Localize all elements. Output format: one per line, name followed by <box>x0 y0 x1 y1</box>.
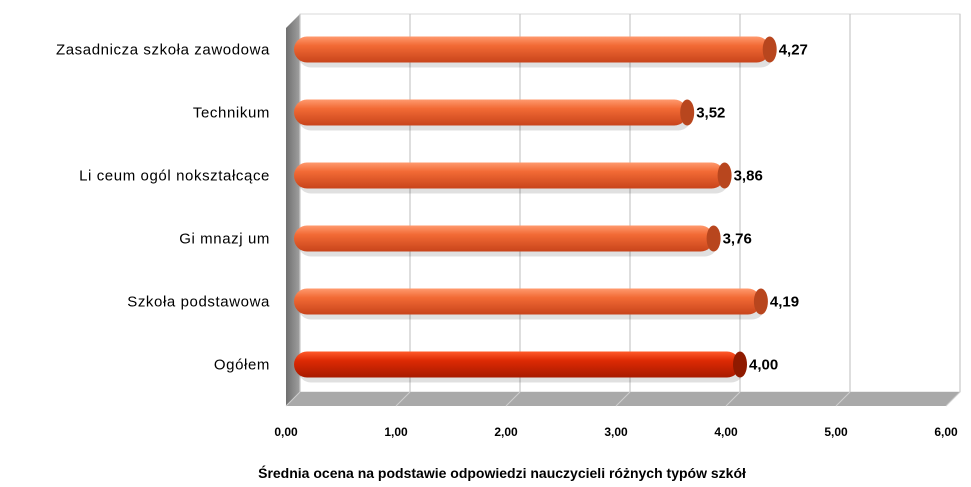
x-tick-label: 5,00 <box>824 425 848 439</box>
bar-body <box>294 225 714 252</box>
category-label: Technikum <box>193 105 270 122</box>
plot-frame <box>286 13 961 406</box>
data-label: 3,52 <box>696 105 725 122</box>
bar <box>294 99 695 131</box>
floor-gridline <box>615 391 631 407</box>
data-label: 4,19 <box>770 294 799 311</box>
x-axis-tick-labels: 0,00 1,00 2,00 3,00 4,00 5,00 6,00 <box>274 425 958 439</box>
bar-body <box>294 36 770 63</box>
x-tick-label: 2,00 <box>494 425 518 439</box>
bar-end-cap <box>706 225 721 252</box>
category-label: Zasadnicza szkoła zawodowa <box>56 42 270 59</box>
bar-body <box>294 288 761 315</box>
bar-end-cap <box>733 351 747 378</box>
data-label: 4,27 <box>779 42 808 59</box>
bar <box>294 162 732 194</box>
x-tick-label: 0,00 <box>274 425 298 439</box>
floor-gridline <box>725 391 741 407</box>
category-label: Ogółem <box>214 357 270 374</box>
floor-gridline <box>945 391 961 407</box>
side-wall <box>286 14 300 406</box>
category-labels: Zasadnicza szkoła zawodowa Technikum Li ce… <box>56 42 270 374</box>
x-tick-label: 6,00 <box>934 425 958 439</box>
x-axis-title: Średnia ocena na podstawie odpowiedzi na… <box>258 464 746 481</box>
bar-body <box>294 99 688 126</box>
bar <box>294 351 747 383</box>
value-labels: 4,27 3,52 3,86 3,76 4,19 4,00 <box>696 42 808 374</box>
x-tick-label: 1,00 <box>384 425 408 439</box>
bar <box>294 36 777 68</box>
floor-gridline <box>835 391 851 407</box>
category-label: Gi mnazj um <box>179 231 270 248</box>
bar-end-cap <box>753 288 768 315</box>
bar-end-cap <box>680 99 695 126</box>
x-tick-label: 3,00 <box>604 425 628 439</box>
x-tick-label: 4,00 <box>714 425 738 439</box>
floor-gridline <box>285 391 301 407</box>
bar-highlight <box>294 351 740 378</box>
bar <box>294 288 768 320</box>
data-label: 3,86 <box>734 168 763 185</box>
data-label: 3,76 <box>723 231 752 248</box>
category-label: Li ceum ogól nokształcące <box>79 168 270 185</box>
category-label: Szkoła podstawowa <box>127 294 270 311</box>
data-label: 4,00 <box>749 357 778 374</box>
bar-end-cap <box>717 162 732 189</box>
floor-gridline <box>395 391 411 407</box>
gridlines <box>285 14 961 407</box>
floor-gridline <box>505 391 521 407</box>
bars <box>294 36 777 383</box>
bar-body <box>294 162 725 189</box>
bar <box>294 225 721 257</box>
bar-end-cap <box>762 36 777 63</box>
